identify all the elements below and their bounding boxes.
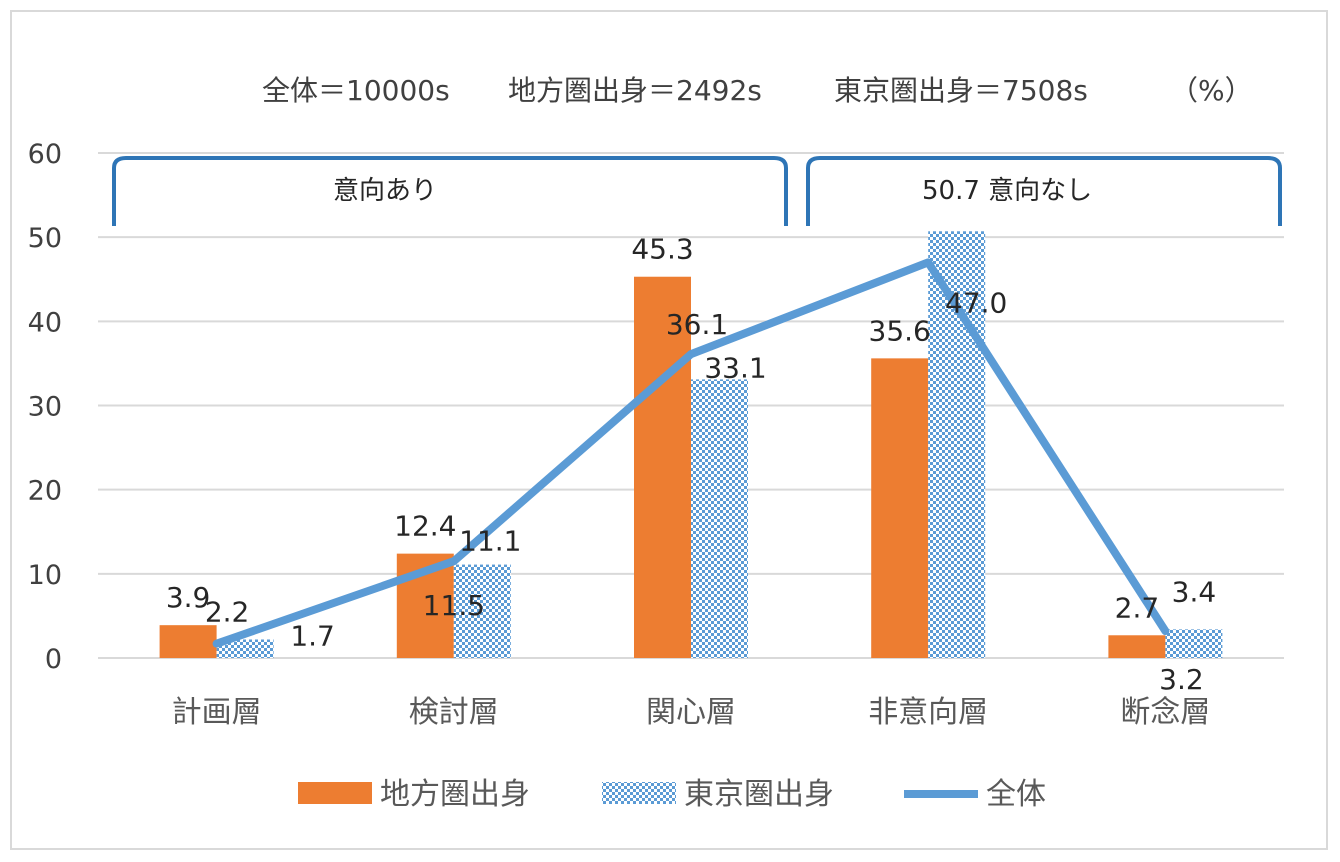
header-unit: （%） [1170,74,1253,107]
y-tick-label: 0 [45,644,62,675]
legend-label-total: 全体 [986,777,1046,812]
group-label-no-intent: 50.7 意向なし [922,176,1092,206]
x-category-label: 断念層 [1120,695,1210,730]
label-regional: 35.6 [869,314,931,347]
label-tokyo: 3.4 [1172,575,1217,608]
label-regional: 45.3 [631,233,693,266]
label-regional: 2.7 [1115,591,1160,624]
label-total: 1.7 [290,620,335,653]
legend-label-regional: 地方圏出身 [380,777,530,812]
bar-tokyo [216,639,274,658]
header-regional: 地方圏出身＝2492s [508,74,762,107]
y-tick-label: 20 [28,476,62,507]
label-total: 3.2 [1159,663,1204,696]
label-total: 47.0 [945,286,1007,319]
label-tokyo: 33.1 [704,351,766,384]
legend-label-tokyo: 東京圏出身 [684,777,834,812]
bar-regional [871,358,929,658]
total-line [212,258,1170,648]
label-regional: 3.9 [166,581,211,614]
label-tokyo: 2.2 [205,595,250,628]
x-category-label: 計画層 [172,695,262,730]
bracket-no-intent [806,156,1282,226]
bar-regional [159,625,217,658]
label-regional: 12.4 [394,510,456,543]
header-tokyo: 東京圏出身＝7508s [834,74,1088,107]
label-tokyo: 11.1 [459,525,521,558]
group-label-intent: 意向あり [333,176,437,206]
legend: 地方圏出身 東京圏出身 全体 [298,777,1046,812]
y-tick-label: 60 [28,139,62,170]
bars [159,231,1223,658]
line-total [212,258,1170,648]
bar-tokyo [691,379,748,658]
y-tick-label: 50 [28,223,62,254]
label-total: 11.5 [423,589,485,622]
y-tick-label: 40 [28,307,62,338]
x-axis: 計画層 検討層 関心層 非意向層 断念層 [172,695,1211,730]
label-total: 36.1 [666,308,728,341]
legend-swatch-regional [298,782,372,804]
y-axis: 0 10 20 30 40 50 60 [28,139,62,675]
x-category-label: 非意向層 [868,695,988,730]
group-brackets: 意向あり 50.7 意向なし [112,156,1282,226]
bar-regional [634,276,691,658]
y-tick-label: 10 [28,560,62,591]
bar-tokyo [453,564,511,658]
bracket-intent [112,156,788,226]
x-category-label: 関心層 [646,695,736,730]
y-tick-label: 30 [28,392,62,423]
chart-header: 全体＝10000s 地方圏出身＝2492s 東京圏出身＝7508s （%） [262,74,1253,107]
bar-tokyo [1165,629,1223,658]
bar-regional [1108,635,1166,658]
x-category-label: 検討層 [409,695,499,730]
legend-swatch-tokyo [602,782,676,804]
header-total: 全体＝10000s [262,74,450,107]
data-labels: 3.9 12.4 45.3 35.6 2.7 2.2 11.1 33.1 3.4 1.7 11.5 3… [166,233,1216,696]
